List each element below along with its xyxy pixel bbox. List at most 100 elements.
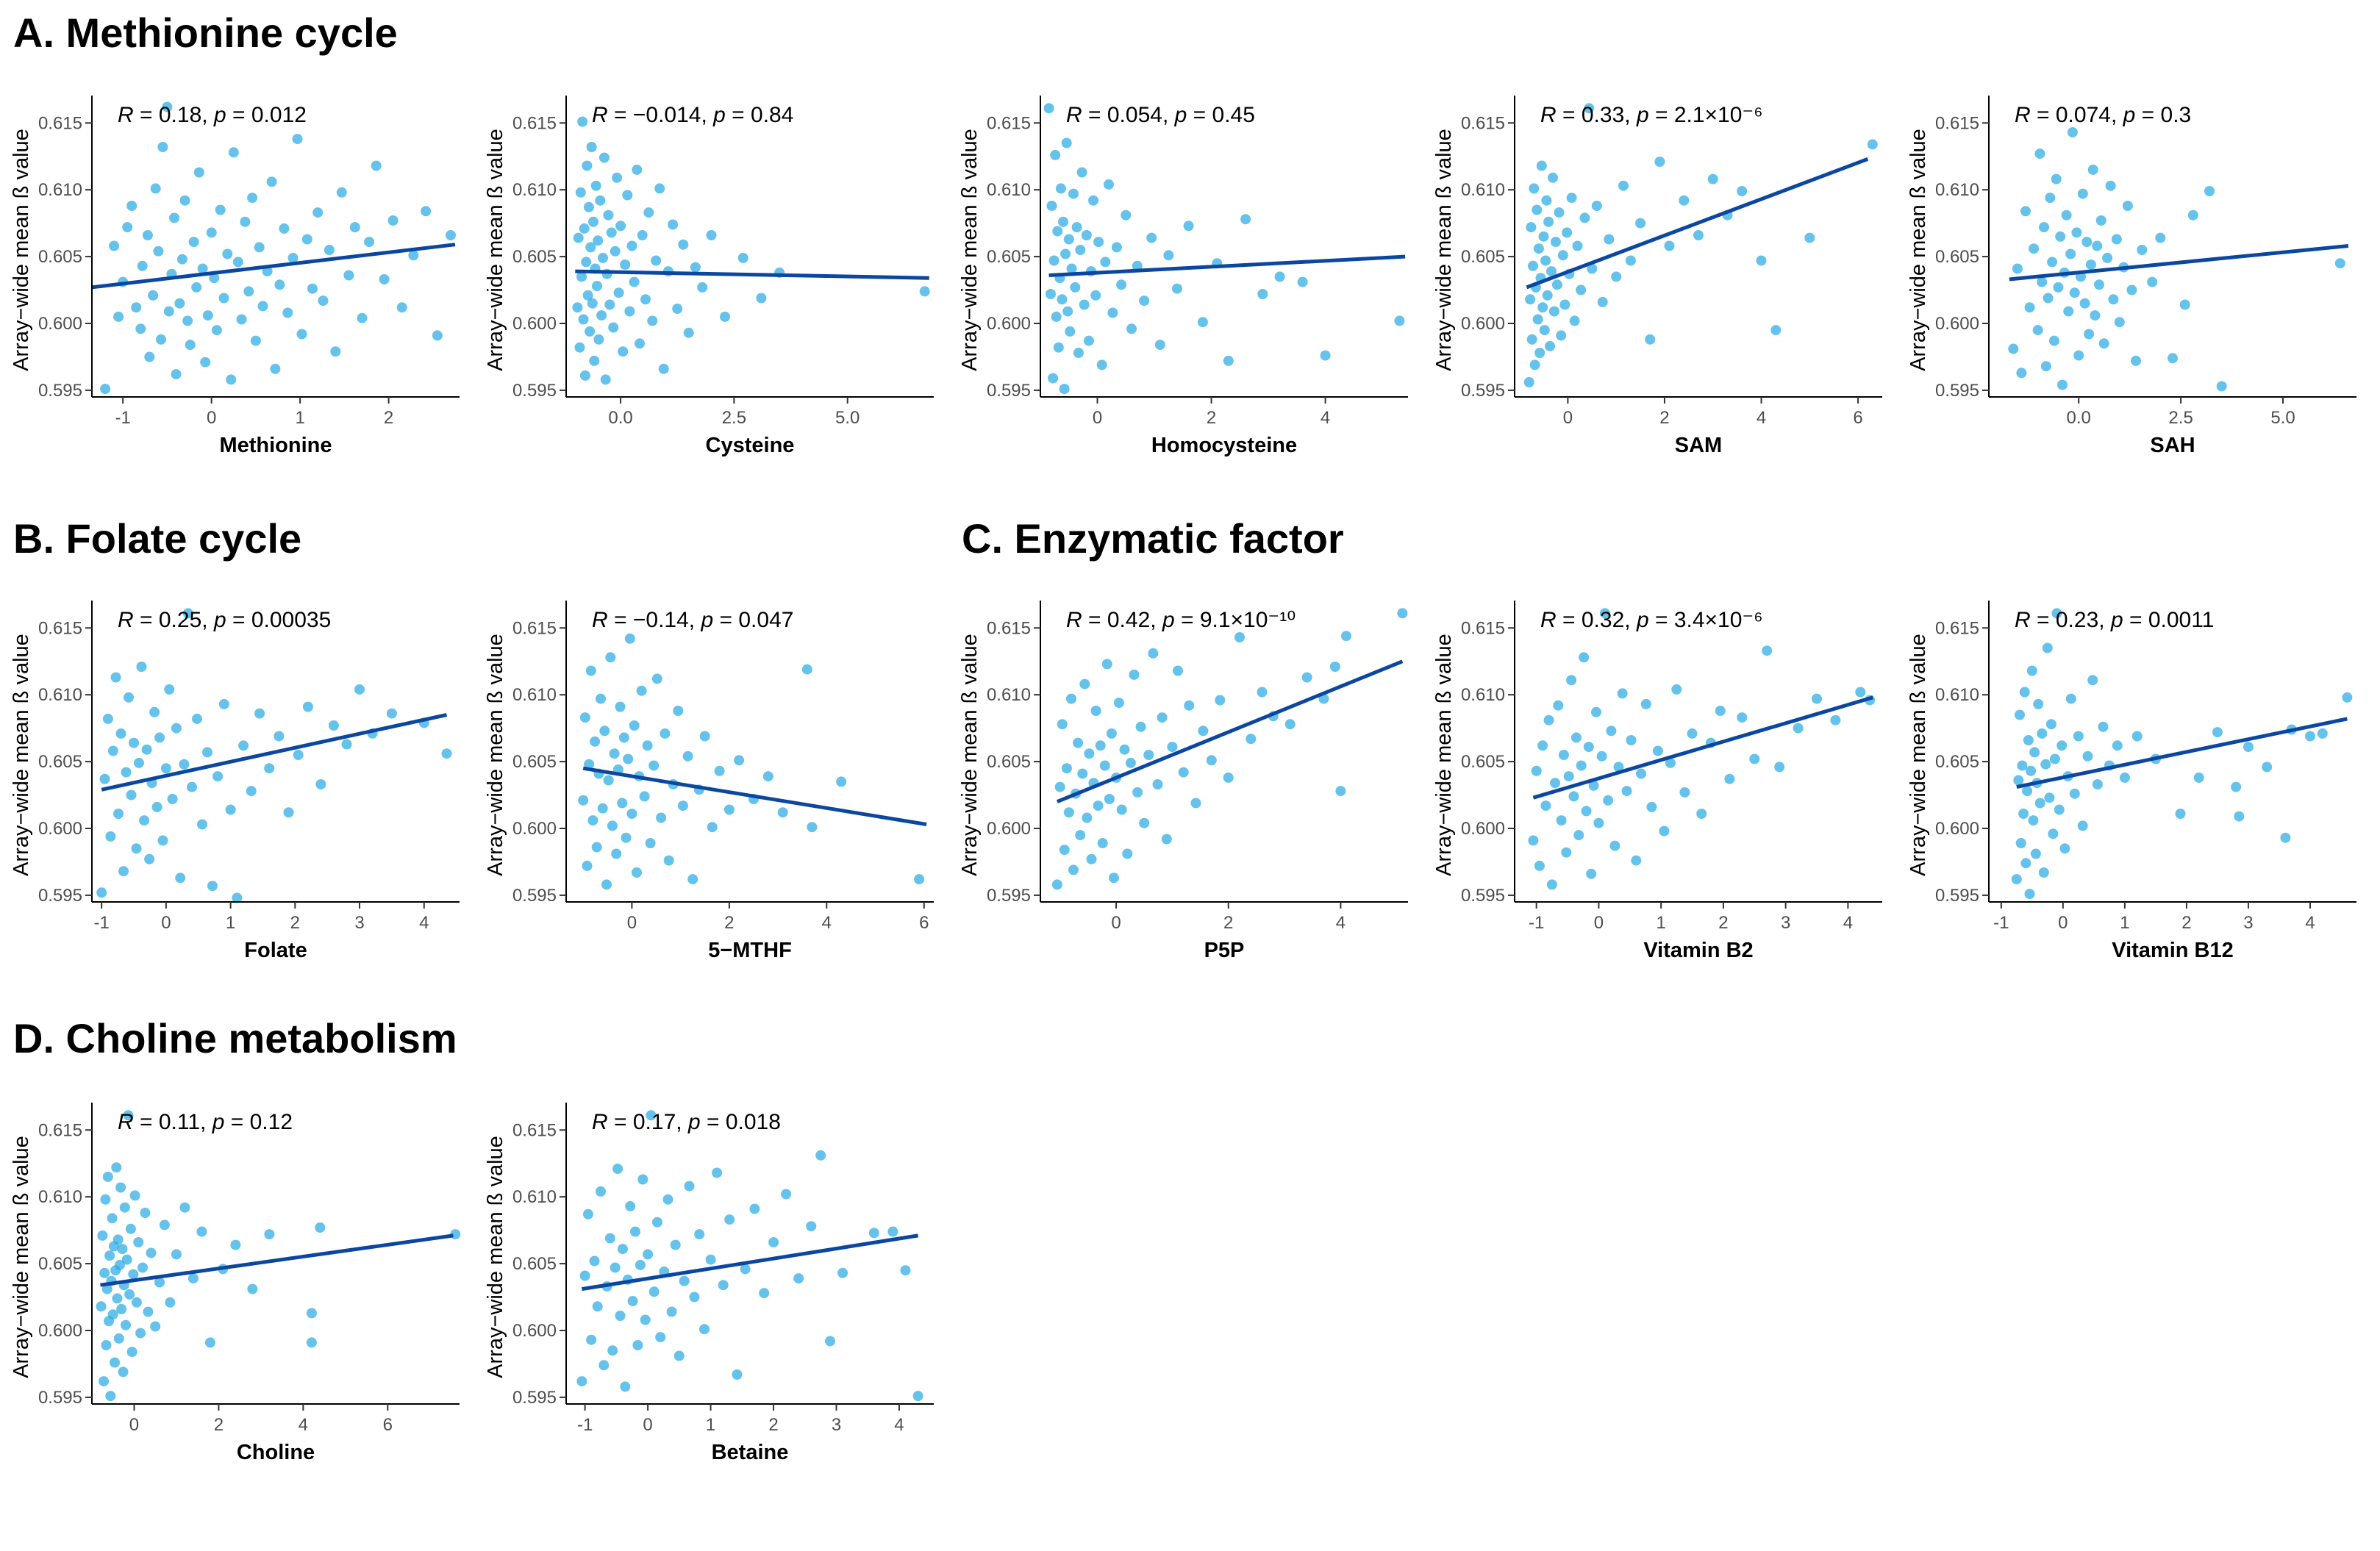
data-point <box>2305 731 2315 742</box>
data-point <box>1132 787 1143 798</box>
x-tick-label: -1 <box>115 408 130 428</box>
data-point <box>283 807 294 818</box>
data-point <box>121 1254 132 1265</box>
data-point <box>131 843 142 854</box>
data-point <box>607 820 618 831</box>
data-point <box>2087 675 2098 686</box>
y-axis-title: Array−wide mean ß value <box>1432 634 1456 876</box>
regression-line <box>1532 695 1874 800</box>
data-point <box>2063 306 2074 317</box>
data-point <box>116 1303 127 1314</box>
data-point <box>615 1311 626 1321</box>
data-point <box>110 1357 120 1368</box>
data-point <box>1132 260 1143 271</box>
data-point <box>421 206 432 217</box>
data-point <box>1257 687 1268 698</box>
data-point <box>1051 311 1062 322</box>
data-point <box>113 809 124 819</box>
data-point <box>105 1391 116 1402</box>
x-tick-label: 4 <box>822 913 832 933</box>
data-point <box>605 652 616 663</box>
data-point <box>836 776 847 787</box>
data-point <box>126 201 137 211</box>
correlation-annotation: R = 0.42, p = 9.1×10⁻¹⁰ <box>1066 608 1296 632</box>
data-point <box>1687 728 1698 739</box>
data-point <box>441 748 452 759</box>
annotation-r-symbol: R <box>2015 103 2031 127</box>
annotation-p-symbol: p <box>700 608 713 632</box>
data-point <box>597 803 608 814</box>
data-point <box>336 187 347 198</box>
data-point <box>637 1174 648 1185</box>
data-point <box>579 223 590 234</box>
data-point <box>134 757 144 768</box>
x-tick-label: 3 <box>2243 913 2253 933</box>
x-tick-label: 2 <box>2181 913 2191 933</box>
data-point <box>1645 334 1656 345</box>
data-point <box>1529 359 1540 370</box>
data-point <box>209 273 220 284</box>
data-point <box>2098 338 2109 349</box>
regression-line <box>2016 717 2348 789</box>
data-point <box>579 1270 590 1281</box>
annotation-separator: , <box>1162 103 1175 127</box>
x-tick-label: 6 <box>919 913 929 933</box>
x-tick-label: 1 <box>1656 913 1665 933</box>
data-point <box>1558 750 1569 760</box>
scatter-svg: 0.595 0.600 0.605 0.610 0.615 -1 0 1 2 3 4 Vitamin … <box>1432 601 1882 962</box>
data-point <box>1121 209 1132 221</box>
y-tick-label: 0.600 <box>512 819 557 839</box>
data-point <box>624 306 635 317</box>
data-point <box>357 312 368 323</box>
data-point <box>287 252 299 263</box>
scatter-svg: 0.595 0.600 0.605 0.610 0.615 0 2 4 6 Choline Arra… <box>10 1103 461 1464</box>
scatter-svg: 0.595 0.600 0.605 0.610 0.615 0.0 2.5 5.0 Cystei… <box>484 96 934 457</box>
annotation-equals: = <box>1649 608 1674 632</box>
data-point <box>1532 314 1543 325</box>
data-point <box>1053 342 1064 353</box>
data-point <box>232 257 243 268</box>
data-point <box>200 357 211 368</box>
data-point <box>1113 698 1124 709</box>
data-point <box>2054 804 2065 815</box>
annotation-p-symbol: p <box>2110 608 2123 632</box>
data-point <box>1599 608 1610 619</box>
data-point <box>2048 828 2059 839</box>
data-point <box>1139 817 1150 828</box>
annotation-r-symbol: R <box>1066 608 1082 632</box>
annotation-r-value: 0.33 <box>1582 103 1624 127</box>
data-point <box>670 1239 681 1250</box>
data-point <box>1569 315 1580 326</box>
x-tick-label: 4 <box>894 1415 904 1435</box>
data-point <box>143 1306 154 1317</box>
data-point <box>1576 284 1587 295</box>
data-point <box>612 1164 623 1174</box>
data-point <box>1550 778 1561 789</box>
data-point <box>129 737 139 748</box>
data-point <box>2051 608 2062 619</box>
x-tick-label: 0 <box>129 1415 139 1435</box>
data-point <box>1223 772 1234 783</box>
data-point <box>225 804 236 815</box>
annotation-p-symbol: p <box>2123 103 2136 127</box>
data-point <box>587 298 598 309</box>
data-point <box>607 1345 618 1356</box>
data-point <box>1043 103 1054 114</box>
annotation-equals: = <box>608 1110 633 1134</box>
data-point <box>282 307 293 318</box>
x-tick-label: 3 <box>832 1415 841 1435</box>
data-point <box>723 804 735 815</box>
data-point <box>1057 294 1068 305</box>
data-point <box>1572 240 1583 251</box>
data-point <box>604 299 615 310</box>
data-point <box>117 1244 128 1255</box>
y-axis-title: Array−wide mean ß value <box>958 129 982 371</box>
data-point <box>635 1259 646 1270</box>
data-point <box>618 732 629 743</box>
data-point <box>1083 335 1094 346</box>
data-point <box>131 302 142 313</box>
data-point <box>1329 662 1340 672</box>
correlation-annotation: R = 0.32, p = 3.4×10⁻⁶ <box>1540 608 1763 632</box>
annotation-p-value: 0.012 <box>251 103 307 127</box>
data-point <box>586 142 597 152</box>
